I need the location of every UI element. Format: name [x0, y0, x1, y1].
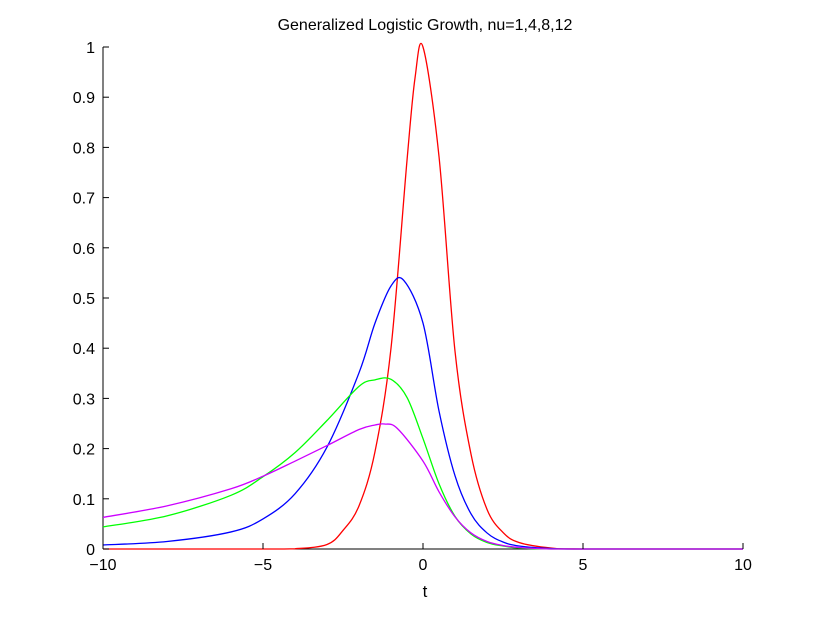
y-tick-label: 0.1: [73, 492, 95, 509]
y-tick-label: 0.8: [73, 140, 95, 157]
y-tick-label: 1: [86, 40, 95, 57]
series-line-4: [102, 423, 743, 550]
x-tick-label: −10: [89, 557, 116, 574]
y-ticks: 0 0.1 0.2 0.3 0.4 0.5 0.6 0.7 0.8 0.9 1: [73, 40, 109, 559]
x-tick-label: −5: [254, 557, 272, 574]
series-layer: [102, 43, 743, 550]
y-tick-label: 0.3: [73, 391, 95, 408]
x-axis-label: t: [423, 582, 428, 601]
x-tick-label: 0: [419, 557, 428, 574]
plot-area: −10 −5 0 5 10 0 0.1 0.2 0.3 0.4 0.5 0.6 0.7 0.8 0.9 1: [73, 40, 752, 574]
series-line-3: [102, 377, 743, 550]
chart-title: Generalized Logistic Growth, nu=1,4,8,12: [278, 17, 573, 34]
y-tick-label: 0.9: [73, 90, 95, 107]
y-tick-label: 0: [86, 542, 95, 559]
y-tick-label: 0.7: [73, 191, 95, 208]
y-tick-label: 0.2: [73, 442, 95, 459]
series-line-2: [102, 276, 743, 550]
x-ticks: −10 −5 0 5 10: [89, 543, 752, 574]
y-tick-label: 0.5: [73, 291, 95, 308]
x-tick-label: 10: [734, 557, 752, 574]
series-line-1: [103, 43, 743, 550]
y-tick-label: 0.4: [73, 341, 95, 358]
y-tick-label: 0.6: [73, 241, 95, 258]
x-tick-label: 5: [579, 557, 588, 574]
